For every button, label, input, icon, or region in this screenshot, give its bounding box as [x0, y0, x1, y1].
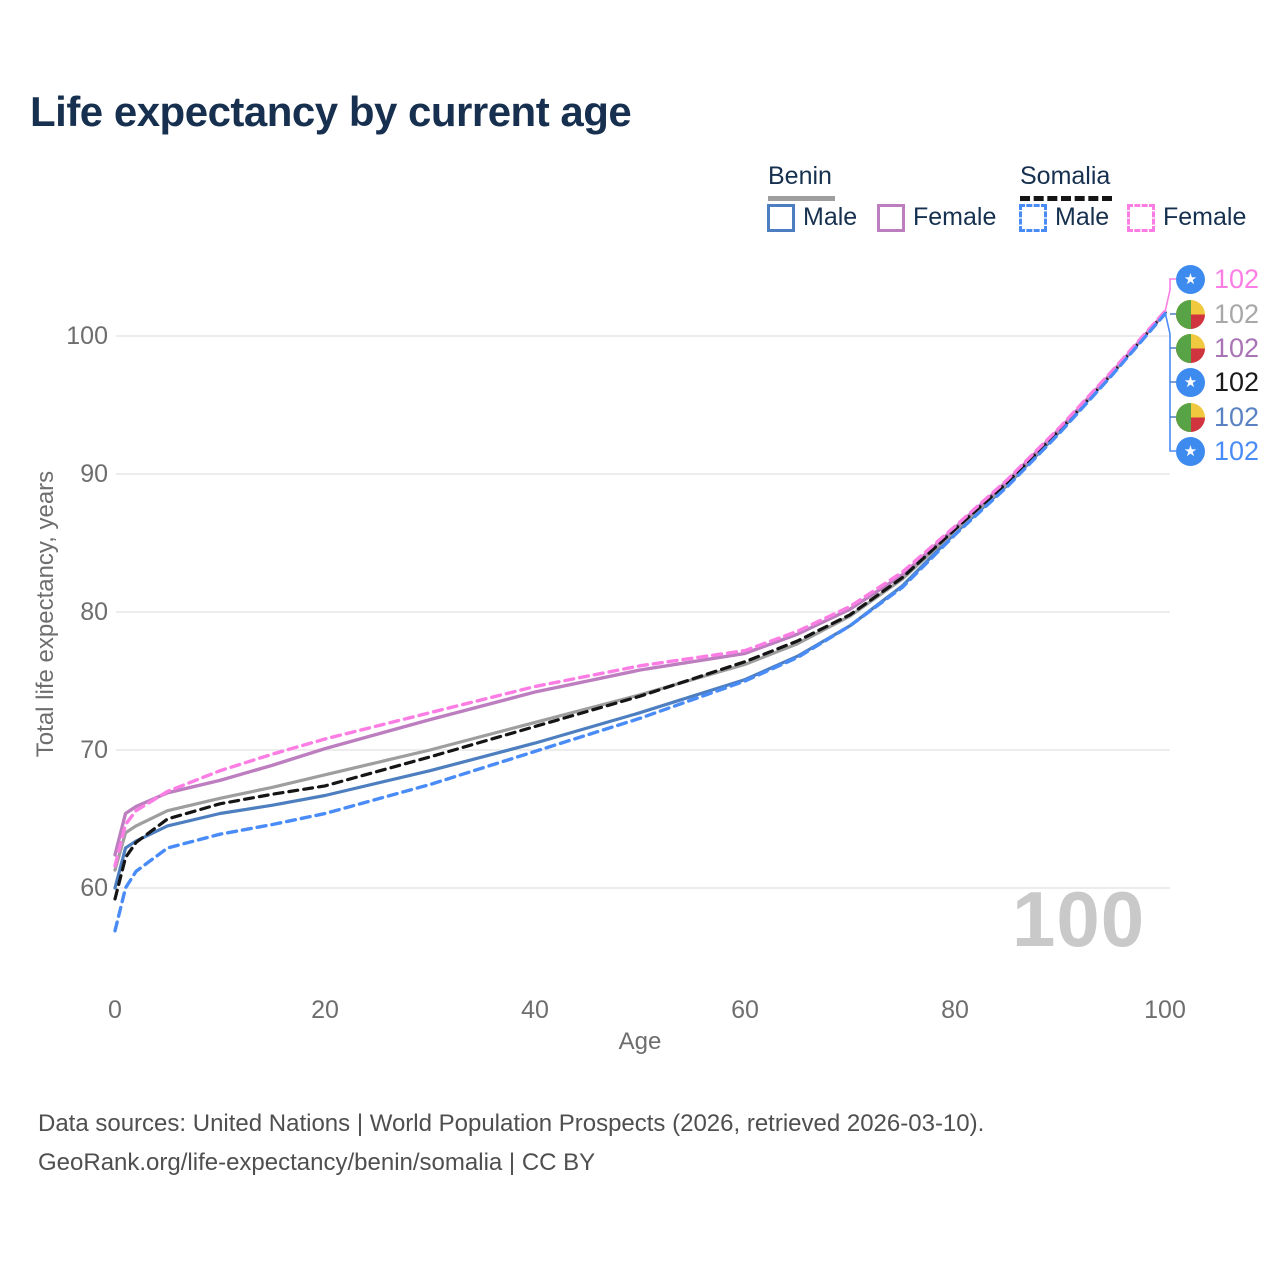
- end-value: 102: [1214, 435, 1260, 466]
- somalia-flag-icon: [1176, 264, 1205, 294]
- somalia-female-swatch-icon: [1127, 203, 1155, 232]
- benin-female-swatch-icon: [877, 203, 905, 232]
- benin-flag-icon: [1176, 299, 1205, 329]
- series-line-somalia-female[interactable]: [113, 309, 1167, 868]
- legend-benin-female[interactable]: Female: [877, 203, 996, 232]
- footer: Data sources: United Nations | World Pop…: [38, 1104, 984, 1182]
- ytick-100: 100: [66, 322, 108, 350]
- ytick-70: 70: [80, 736, 108, 764]
- legend-benin-underline: [768, 196, 835, 201]
- legend-somalia-header[interactable]: Somalia: [1020, 162, 1111, 190]
- xtick-100: 100: [1144, 996, 1186, 1024]
- ytick-90: 90: [80, 460, 108, 488]
- xtick-40: 40: [521, 996, 549, 1024]
- ytick-80: 80: [80, 598, 108, 626]
- legend-benin-male[interactable]: Male: [767, 203, 857, 232]
- benin-flag-icon: [1176, 333, 1205, 363]
- legend-somalia-female-label: Female: [1163, 203, 1247, 231]
- end-label-somalia-both[interactable]: 102: [1176, 367, 1259, 397]
- series-line-benin-male[interactable]: [113, 310, 1167, 890]
- attribution-line[interactable]: GeoRank.org/life-expectancy/benin/somali…: [38, 1149, 596, 1176]
- chart-title: Life expectancy by current age: [30, 88, 632, 135]
- series-line-somalia-male[interactable]: [113, 312, 1167, 933]
- somalia-male-swatch-icon: [1019, 203, 1047, 232]
- series-line-somalia-both[interactable]: [113, 310, 1167, 901]
- legend-benin-female-label: Female: [913, 203, 997, 231]
- end-label-benin-female[interactable]: 102: [1176, 333, 1259, 363]
- somalia-flag-icon: [1176, 436, 1205, 466]
- xtick-80: 80: [941, 996, 969, 1024]
- xtick-60: 60: [731, 996, 759, 1024]
- legend-benin-header[interactable]: Benin: [768, 162, 832, 190]
- end-value: 102: [1214, 366, 1260, 397]
- x-axis-label: Age: [618, 1028, 662, 1055]
- end-value: 102: [1214, 298, 1260, 329]
- series-line-benin-female[interactable]: [113, 310, 1167, 857]
- end-label-somalia-female[interactable]: 102: [1176, 264, 1259, 294]
- end-label-benin-male[interactable]: 102: [1176, 402, 1259, 432]
- legend-somalia-male[interactable]: Male: [1019, 203, 1109, 232]
- end-value: 102: [1214, 332, 1260, 363]
- connector-bottom-elbow: [1164, 311, 1176, 452]
- data-sources-line: Data sources: United Nations | World Pop…: [38, 1110, 985, 1137]
- age-frame-watermark: 100: [1012, 875, 1146, 963]
- end-value: 102: [1214, 401, 1260, 432]
- xtick-0: 0: [108, 996, 122, 1024]
- somalia-flag-icon: [1176, 367, 1205, 397]
- end-label-benin-both[interactable]: 102: [1176, 299, 1259, 329]
- xtick-20: 20: [311, 996, 339, 1024]
- y-axis-label: Total life expectancy, years: [32, 470, 59, 758]
- end-label-somalia-male[interactable]: 102: [1176, 436, 1259, 466]
- benin-flag-icon: [1176, 402, 1205, 432]
- legend-benin-male-label: Male: [803, 203, 858, 231]
- connector-ticks: [1170, 313, 1176, 418]
- legend-somalia-female[interactable]: Female: [1127, 203, 1246, 232]
- legend-somalia-male-label: Male: [1055, 203, 1110, 231]
- ytick-60: 60: [80, 874, 108, 902]
- connector-top-elbow: [1164, 278, 1176, 313]
- legend-somalia-underline: [1020, 196, 1112, 201]
- series-line-benin-both[interactable]: [113, 310, 1167, 872]
- benin-male-swatch-icon: [767, 203, 795, 232]
- end-value: 102: [1214, 263, 1260, 294]
